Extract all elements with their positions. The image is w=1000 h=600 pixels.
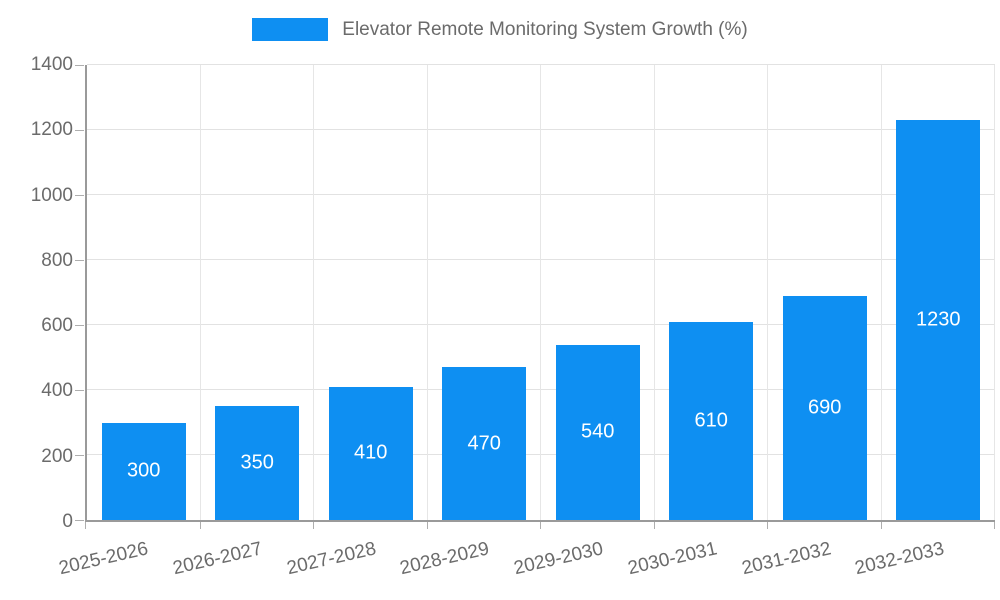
legend-item[interactable]: Elevator Remote Monitoring System Growth… — [252, 18, 748, 41]
x-axis-tick — [540, 522, 541, 529]
h-gridline — [87, 259, 995, 260]
v-gridline — [767, 65, 768, 520]
legend-swatch — [252, 18, 329, 41]
x-axis-label: 2031-2032 — [739, 538, 833, 580]
y-axis-tick — [75, 390, 84, 392]
bar[interactable]: 410 — [328, 386, 413, 520]
x-axis-label: 2029-2030 — [511, 538, 606, 580]
y-axis-label: 1200 — [30, 119, 73, 141]
v-gridline — [880, 65, 882, 520]
x-axis-tick — [653, 522, 655, 529]
h-gridline — [87, 194, 995, 195]
plot-area: 300 350 410 470 540 610 690 1230 — [75, 64, 996, 529]
y-axis-tick — [75, 260, 84, 262]
x-axis-label: 2027-2028 — [284, 538, 378, 580]
category-slot: 350 — [201, 65, 315, 520]
x-axis-label: 2032-2033 — [853, 538, 947, 580]
h-gridline — [87, 64, 995, 65]
x-axis-label: 2028-2029 — [398, 538, 492, 580]
y-axis-label: 0 — [62, 511, 73, 532]
v-gridline — [653, 65, 655, 520]
category-slot: 690 — [768, 65, 882, 520]
y-axis-label: 1400 — [30, 54, 73, 75]
category-slot: 470 — [428, 65, 542, 520]
bar-value-label: 1230 — [915, 308, 961, 331]
v-gridline — [313, 65, 314, 520]
v-gridline — [426, 65, 428, 520]
x-axis-label: 2030-2031 — [625, 538, 719, 580]
h-gridline — [87, 454, 995, 455]
bar[interactable]: 1230 — [896, 120, 981, 520]
bar-value-label: 350 — [240, 451, 274, 474]
bar-value-label: 470 — [467, 432, 501, 455]
category-slot: 410 — [314, 65, 428, 520]
legend: Elevator Remote Monitoring System Growth… — [0, 18, 1000, 41]
x-axis-tick — [994, 522, 995, 529]
x-axis-label: 2026-2027 — [170, 538, 264, 580]
bar[interactable]: 350 — [215, 406, 300, 520]
x-axis-tick — [767, 522, 768, 529]
y-axis-tick — [75, 65, 84, 66]
h-gridline — [87, 129, 995, 130]
x-axis-tick — [426, 522, 428, 529]
y-axis-label: 400 — [41, 380, 73, 402]
bar[interactable]: 540 — [555, 344, 640, 520]
bar-value-label: 610 — [694, 409, 728, 432]
x-axis-tick — [85, 522, 86, 529]
category-slot: 610 — [655, 65, 769, 520]
bar-value-label: 410 — [354, 441, 388, 464]
v-gridline — [199, 65, 201, 520]
h-gridline — [87, 389, 995, 390]
y-axis-label: 800 — [41, 249, 73, 271]
x-axis-tick — [880, 522, 882, 529]
category-slot: 540 — [541, 65, 655, 520]
x-axis-tick — [199, 522, 201, 529]
y-axis-tick — [75, 455, 84, 457]
bar[interactable]: 300 — [101, 422, 186, 520]
x-axis-label: 2025-2026 — [56, 538, 151, 580]
y-axis-tick — [75, 325, 84, 326]
y-axis-label: 200 — [41, 445, 73, 467]
bar[interactable]: 690 — [782, 295, 867, 520]
bar-value-label: 540 — [581, 420, 615, 443]
bar[interactable]: 610 — [669, 321, 754, 520]
bar[interactable]: 470 — [442, 367, 527, 520]
y-axis-tick — [75, 195, 84, 196]
y-axis-label: 1000 — [30, 184, 73, 206]
y-axis-tick — [75, 130, 84, 131]
h-gridline — [87, 324, 995, 325]
bar-value-label: 300 — [127, 459, 161, 482]
y-axis-tick — [75, 520, 84, 521]
v-gridline — [540, 65, 541, 520]
category-slot: 1230 — [882, 65, 996, 520]
legend-label: Elevator Remote Monitoring System Growth… — [342, 19, 748, 40]
y-axis-label: 600 — [41, 315, 73, 337]
bar-value-label: 690 — [808, 396, 842, 419]
category-slot: 300 — [87, 65, 201, 520]
x-axis-tick — [313, 522, 314, 529]
v-gridline — [994, 65, 995, 520]
